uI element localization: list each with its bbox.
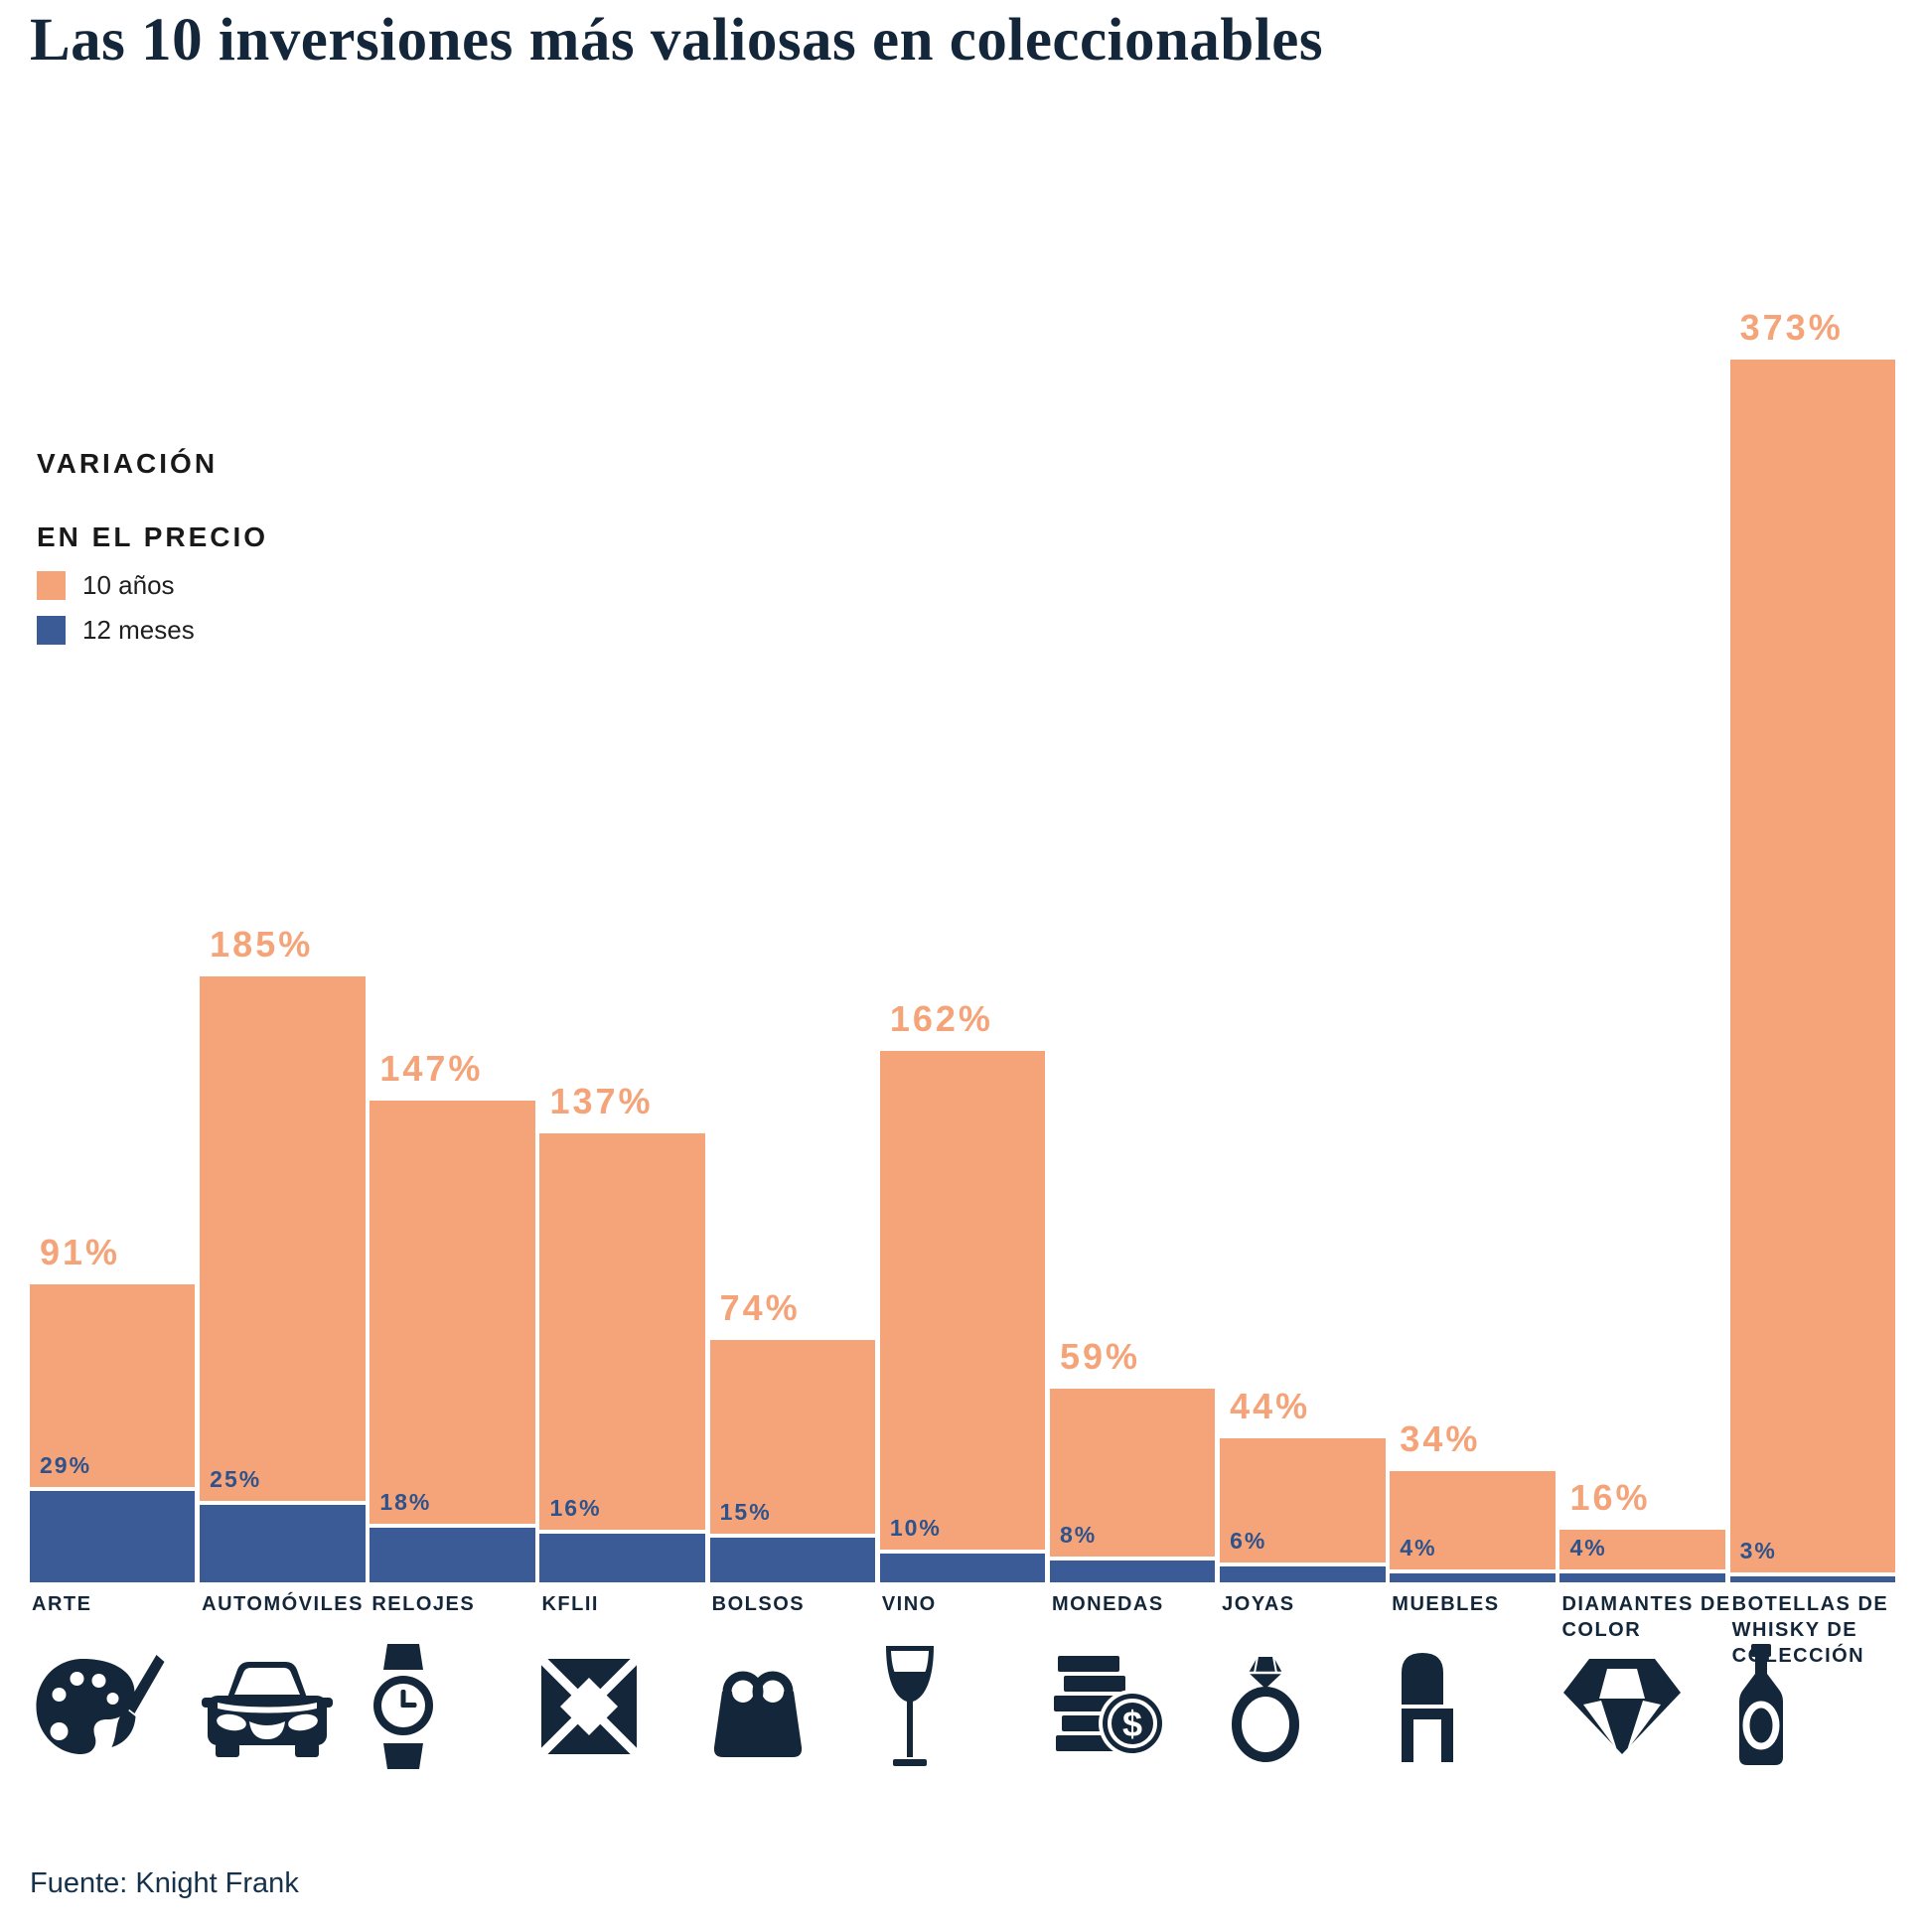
legend-label-12-meses: 12 meses — [82, 615, 195, 645]
legend-label-10-anos: 10 años — [82, 570, 175, 600]
bar-12-meses-muebles — [1390, 1568, 1556, 1582]
kf-logo-icon — [541, 1639, 638, 1774]
value-label-10-anos-vino: 162% — [889, 998, 993, 1040]
value-label-10-anos-bolsos: 74% — [719, 1286, 801, 1328]
value-label-12-meses-diamantes-de-color: 4% — [1569, 1534, 1607, 1560]
legend-item-12-meses: 12 meses — [37, 615, 268, 645]
car-icon — [202, 1639, 334, 1774]
value-label-12-meses-muebles: 4% — [1400, 1534, 1437, 1560]
svg-text:$: $ — [1122, 1704, 1142, 1744]
ring-icon — [1222, 1639, 1309, 1774]
wine-glass-icon — [882, 1639, 938, 1774]
handbag-icon — [712, 1639, 804, 1774]
coins-icon: $ — [1052, 1639, 1166, 1774]
diamond-icon — [1561, 1639, 1683, 1774]
bar-12-meses-arte — [30, 1487, 196, 1582]
bar-12-meses-monedas — [1049, 1556, 1216, 1582]
value-label-10-anos-relojes: 147% — [379, 1047, 484, 1089]
value-label-10-anos-monedas: 59% — [1059, 1336, 1141, 1378]
value-label-12-meses-relojes: 18% — [379, 1488, 432, 1515]
source-note: Fuente: Knight Frank — [30, 1867, 299, 1899]
watch-icon — [371, 1639, 435, 1774]
value-label-12-meses-joyas: 6% — [1230, 1528, 1267, 1555]
legend-title-line2: EN EL PRECIO — [37, 521, 269, 552]
value-label-10-anos-diamantes-de-color: 16% — [1569, 1477, 1651, 1519]
legend-title-line1: VARIACIÓN — [37, 448, 219, 479]
legend-item-10-anos: 10 años — [37, 570, 268, 600]
bar-10-anos-muebles — [1390, 1470, 1556, 1582]
category-label-arte: ARTE — [32, 1593, 92, 1615]
category-label-relojes: RELOJES — [371, 1593, 476, 1615]
value-label-10-anos-joyas: 44% — [1230, 1385, 1311, 1426]
bar-10-anos-joyas — [1220, 1437, 1386, 1582]
category-label-monedas: MONEDAS — [1051, 1593, 1164, 1615]
bar-10-anos-relojes — [370, 1100, 535, 1582]
category-label-diamantes-de-color: DIAMANTES DE COLOR — [1561, 1593, 1731, 1641]
value-label-12-meses-automoviles: 25% — [210, 1465, 262, 1492]
category-label-muebles: MUEBLES — [1392, 1593, 1500, 1615]
value-label-12-meses-botellas-de-whisky-de-coleccion: 3% — [1739, 1538, 1777, 1564]
category-label-bolsos: BOLSOS — [711, 1593, 806, 1615]
palette-icon — [32, 1639, 166, 1774]
bar-12-meses-automoviles — [200, 1500, 366, 1582]
category-label-automoviles: AUTOMÓVILES — [202, 1593, 364, 1615]
value-label-10-anos-botellas-de-whisky-de-coleccion: 373% — [1739, 307, 1844, 349]
value-label-10-anos-automoviles: 185% — [210, 923, 314, 965]
chair-icon — [1392, 1639, 1455, 1774]
bar-10-anos-vino — [879, 1051, 1046, 1582]
value-label-12-meses-bolsos: 15% — [719, 1498, 772, 1525]
value-label-12-meses-kflii: 16% — [549, 1495, 602, 1522]
bar-12-meses-diamantes-de-color — [1559, 1568, 1725, 1582]
page-title: Las 10 inversiones más valiosas en colec… — [30, 7, 1324, 74]
value-label-10-anos-arte: 91% — [40, 1231, 121, 1272]
bar-10-anos-monedas — [1049, 1389, 1216, 1582]
bar-12-meses-botellas-de-whisky-de-coleccion — [1729, 1572, 1895, 1582]
value-label-12-meses-arte: 29% — [40, 1452, 92, 1479]
category-label-vino: VINO — [881, 1593, 937, 1615]
legend-swatch-10-anos — [37, 571, 66, 600]
bar-10-anos-automoviles — [200, 975, 366, 1582]
value-label-10-anos-kflii: 137% — [549, 1080, 654, 1121]
category-label-kflii: KFLII — [541, 1593, 599, 1615]
bar-12-meses-vino — [879, 1550, 1046, 1582]
bar-12-meses-kflii — [539, 1530, 705, 1582]
legend-title: VARIACIÓN EN EL PRECIO — [37, 445, 268, 555]
legend: VARIACIÓN EN EL PRECIO 10 años 12 meses — [37, 445, 268, 645]
bar-10-anos-kflii — [539, 1132, 705, 1582]
value-label-12-meses-vino: 10% — [889, 1515, 942, 1541]
bar-12-meses-relojes — [370, 1523, 535, 1582]
category-label-joyas: JOYAS — [1222, 1593, 1295, 1615]
whisky-bottle-icon — [1732, 1639, 1790, 1774]
legend-swatch-12-meses — [37, 616, 66, 645]
bar-12-meses-joyas — [1220, 1562, 1386, 1582]
bar-10-anos-botellas-de-whisky-de-coleccion — [1729, 360, 1895, 1582]
value-label-12-meses-monedas: 8% — [1059, 1521, 1098, 1548]
bar-12-meses-bolsos — [709, 1533, 875, 1582]
value-label-10-anos-muebles: 34% — [1400, 1417, 1481, 1459]
